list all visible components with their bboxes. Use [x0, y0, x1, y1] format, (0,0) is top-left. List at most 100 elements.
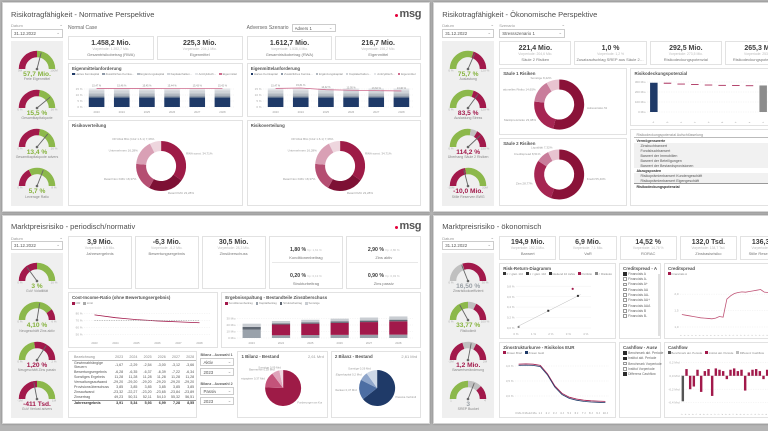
sidebar: Datum ⌄ 31.12.2022 ⌄ 0 % 10 % 3 % GuV Volatil…: [11, 235, 63, 418]
table-row[interactable]: Vermögenswerte364700000,00: [636, 138, 666, 143]
bilanz1-jahr-select[interactable]: 2023 ⌄: [200, 368, 235, 377]
checkbox-item[interactable]: Benchmark Vorperiode: [623, 362, 662, 366]
checkbox-item[interactable]: Financials B: [623, 309, 657, 313]
table-row[interactable]: Zinsertrag 49,23 50,31 52,11 54,10 55,32 56,51: [74, 395, 195, 400]
legend-item: Hartes Kernkapital: [250, 72, 278, 76]
checkbox-item[interactable]: Financials A+: [623, 282, 657, 286]
svg-text:2024: 2024: [119, 110, 126, 114]
svg-text:10 %: 10 %: [51, 281, 58, 285]
checkbox-item[interactable]: Financials AA+: [623, 298, 657, 302]
svg-text:02.22: 02.22: [727, 334, 732, 336]
advers-section: Adverses Szenario Advers 1 ⌄ 1.612,7 Mio.…: [246, 23, 422, 206]
table-row[interactable]: Risikodeckungspotenzial292533552,00: [634, 183, 768, 190]
svg-text:2037: 2037: [731, 413, 736, 415]
svg-text:Passiva Interbanken 0,47 Mrd: Passiva Interbanken 0,47 Mrd: [335, 389, 357, 393]
chevron-down-icon: ⌄: [59, 22, 63, 27]
risikoverteilung-advers-donut: RWA sonst. 34,71% Retail KMU 23,28% Retail…: [251, 128, 418, 203]
logo-text: msg: [399, 7, 422, 20]
checkbox-item[interactable]: Financials AA: [623, 288, 657, 292]
gauge-value: 13,4 %: [26, 149, 48, 157]
creditspread-checklist: Financials A Financials A- Financials A+ Fi…: [623, 271, 657, 320]
svg-text:3 Mo.: 3 Mo.: [515, 411, 522, 415]
svg-text:Retail KMU 23,28%: Retail KMU 23,28%: [346, 191, 373, 195]
table-row[interactable]: Risikoprämienbarwert Kundengeschäft-3487…: [634, 173, 768, 179]
chevron-down-icon: ⌄: [487, 243, 492, 248]
svg-text:20 Mio: 20 Mio: [227, 324, 236, 328]
gauge-ueberhang-saeule2: 0 % 150 % 114,2 % Überhang Säule 2 Risiken: [445, 125, 491, 160]
svg-text:Retail Non KMU 18,37%: Retail Non KMU 18,37%: [282, 177, 315, 181]
chart-legend: CIR Limit: [72, 301, 214, 305]
table-row[interactable]: Risikoprämienbarwert Eigengeschäft-37290…: [634, 178, 768, 184]
szenario-filter-label: Szenario: [499, 23, 515, 28]
svg-text:Forderungen an Kunden 1,97 Mrd: Forderungen an Kunden 1,97 Mrd: [298, 401, 323, 405]
table-row[interactable]: Sonstiges Ergebnis 11,28 11,28 11,28 11,28 11…: [74, 375, 195, 380]
checkbox-item[interactable]: Financials AAA: [623, 304, 657, 308]
pie-total: 2,61 Mrd: [308, 354, 324, 360]
legend-item: 0 < gleit. 10J: [503, 272, 523, 276]
checkbox-icon: [623, 372, 627, 377]
table-row[interactable]: Provisionsüberschuss 3,85 3,85 3,85 3,85 3,85…: [74, 385, 195, 390]
svg-text:5 J: 5 J: [568, 411, 572, 415]
svg-text:-0,4 Mrd: -0,4 Mrd: [668, 400, 680, 404]
svg-text:2028: 2028: [395, 341, 402, 345]
cashflow-checklist: Benchmark akt. Periode Institut akt. Peri…: [623, 350, 663, 378]
svg-text:100 Mio: 100 Mio: [635, 100, 646, 104]
table-row[interactable]: Barwert der Immobilien45200000,00: [634, 153, 768, 159]
table-row[interactable]: Zinsaufwand -23,32 -22,27 -23,20 -23,65 -23,8…: [74, 390, 195, 395]
checkbox-item[interactable]: Institut akt. Periode: [623, 356, 657, 360]
svg-text:-2M: -2M: [449, 359, 455, 363]
checkbox-item[interactable]: Financials A-: [623, 277, 657, 281]
checkbox-item[interactable]: Institut Vorperiode: [623, 367, 657, 371]
svg-text:-1M: -1M: [17, 398, 23, 402]
svg-text:20M: 20M: [482, 186, 488, 190]
table-row[interactable]: Zinsbuchbarwert205000000,00: [634, 143, 768, 149]
checkbox-item[interactable]: Financials AA-: [623, 293, 657, 297]
datum-select[interactable]: 31.12.2022 ⌄: [11, 241, 63, 250]
szenario-select[interactable]: Stressszenario 1 ⌄: [499, 28, 566, 38]
svg-text:0 %: 0 %: [256, 105, 262, 109]
table-row[interactable]: Verwaltungsaufwand -29,20 -29,20 -29,20 -29,…: [74, 380, 195, 385]
checkbox-item[interactable]: Benchmark akt. Periode: [623, 351, 663, 355]
saeule1-risiken-donut: Adressrisiko 53,85% Marktpreisrisiko 23,0…: [503, 76, 623, 132]
table-row[interactable]: Abzugsposten-72166448,00: [636, 168, 662, 173]
svg-text:2024: 2024: [112, 341, 119, 345]
table-row[interactable]: Jahresergebnis 3,91 5,34 5,93 6,99 7,28 8,55: [72, 399, 197, 406]
checkbox-item[interactable]: Financials A: [623, 272, 657, 276]
datum-select[interactable]: 31.12.2022 ⌄: [442, 28, 495, 38]
kpi-card-srep-zuschlag: 1,0 % Vorperiode: 1,2 % Zusatzaufschlag …: [574, 41, 647, 65]
chevron-down-icon: ⌄: [56, 30, 60, 35]
kpi-card-saeule2-risiken: 221,4 Mio. Vorperiode: 204,6 Mio. Säule …: [499, 41, 572, 65]
risk-return-scatter: 0,0 % 0,2 % 0,4 % 0,6 % 0,8 % 0 % 1 % 2 % 3 % 4 %: [503, 276, 612, 336]
table-row[interactable]: Bewertungsergebnis -6,28 -6,35 -6,37 -6,39 -7…: [74, 370, 195, 375]
table-row[interactable]: Barwert der Beteiligungen31000000,00: [634, 158, 768, 164]
gauge-value: 57,7 Mio.: [23, 70, 51, 78]
risikoverteilung-donut: RWA sonst. 34,71% Retail KMU 23,28% Retail…: [72, 128, 239, 203]
datum-select[interactable]: 31.12.2022 ⌄: [442, 241, 495, 250]
svg-text:2026: 2026: [169, 110, 176, 114]
kpi-card-rwa-advers: 1.612,7 Mio. Vorperiode: 1.538,4 Mio. Ge…: [246, 36, 333, 60]
svg-text:06.21: 06.21: [697, 334, 702, 336]
table-row[interactable]: Fondsbuchbarwert51300000,00: [634, 148, 768, 154]
bilanz1-seite-select[interactable]: Aktiv ⌄: [200, 358, 235, 367]
svg-text:15,43 %: 15,43 %: [193, 85, 203, 88]
svg-text:2027: 2027: [194, 110, 201, 114]
table-row[interactable]: Barwert der Bestandsprovisionen32200000,…: [634, 163, 768, 169]
svg-text:2046: 2046: [764, 413, 768, 415]
svg-text:0 %: 0 %: [17, 320, 23, 324]
bilanz2-seite-select[interactable]: Passiv ⌄: [200, 387, 235, 396]
chart-card-cashflow: Cashflow Benchmark akt. Periode Institut …: [664, 341, 768, 418]
bilanz2-jahr-select[interactable]: 2023 ⌄: [200, 397, 235, 406]
datum-select[interactable]: 31.12.2022 ⌄: [11, 28, 63, 38]
gauge-label: Leverage Ratio: [25, 194, 49, 199]
svg-text:2023: 2023: [93, 110, 100, 114]
chevron-down-icon: ⌄: [561, 22, 566, 27]
svg-text:10 %: 10 %: [76, 93, 83, 97]
checkbox-item[interactable]: Differenz Cashflow: [623, 372, 657, 376]
scrollbar[interactable]: [657, 273, 660, 336]
advers-szenario-select[interactable]: Advers 1 ⌄: [291, 24, 336, 32]
table-row[interactable]: Gewinnabhängige Steuern -1,67 -2,29 -2,54 -3…: [74, 361, 195, 370]
checkbox-item[interactable]: Financials B-: [623, 314, 657, 318]
chevron-down-icon: ⌄: [558, 30, 563, 35]
gauge-label: GuV Volatilität: [26, 289, 48, 294]
gauge-value: -10,0 Mio.: [453, 188, 484, 196]
